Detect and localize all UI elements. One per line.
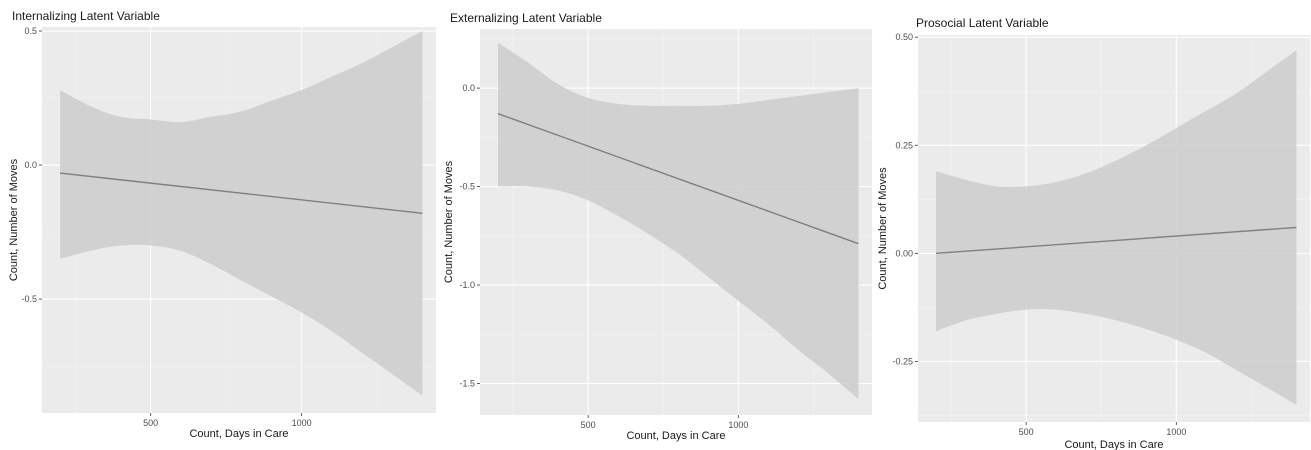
chart-title: Prosocial Latent Variable <box>916 16 1049 30</box>
x-axis-label: Count, Days in Care <box>626 430 725 442</box>
confidence-ribbon <box>60 31 423 396</box>
x-tick-label: 1000 <box>728 420 748 430</box>
x-tick-label: 1000 <box>292 418 312 428</box>
chart-panel-1: 500 1000 -0.5 0.0 0.5 Internalizing Latent Va… <box>8 9 436 440</box>
fit-line <box>60 172 423 214</box>
x-tick-label: 1000 <box>1166 427 1186 437</box>
y-tick-label: 0.00 <box>895 248 913 258</box>
y-tick-label: -0.25 <box>892 356 913 366</box>
chart-panel-2: 500 1000 -1.5 -1.0 -0.5 0.0 Externalizing Late… <box>443 11 872 442</box>
y-axis-label: Count, Number of Moves <box>8 158 20 281</box>
x-axis-label: Count, Days in Care <box>189 428 288 440</box>
y-tick-label: -1.5 <box>459 378 475 388</box>
confidence-ribbon <box>936 50 1297 405</box>
y-tick-label: -0.5 <box>21 294 37 304</box>
y-tick-label: 0.50 <box>895 32 913 42</box>
y-tick-label: 0.0 <box>24 160 37 170</box>
x-tick-label: 500 <box>1019 427 1034 437</box>
chart-title: Internalizing Latent Variable <box>12 9 160 23</box>
fit-line <box>497 113 859 245</box>
y-axis-label: Count, Number of Moves <box>443 160 455 283</box>
y-tick-label: -0.5 <box>459 182 475 192</box>
fit-line <box>935 226 1297 255</box>
y-axis-label: Count, Number of Moves <box>877 167 889 290</box>
y-tick-label: 0.5 <box>24 26 37 36</box>
x-axis-label: Count, Days in Care <box>1064 439 1163 450</box>
chart-title: Externalizing Latent Variable <box>450 11 602 25</box>
y-tick-label: 0.25 <box>895 140 913 150</box>
y-tick-label: -1.0 <box>459 280 475 290</box>
y-tick-label: 0.0 <box>462 83 475 93</box>
x-tick-label: 500 <box>143 418 158 428</box>
confidence-ribbon <box>498 42 859 400</box>
x-tick-label: 500 <box>581 420 596 430</box>
